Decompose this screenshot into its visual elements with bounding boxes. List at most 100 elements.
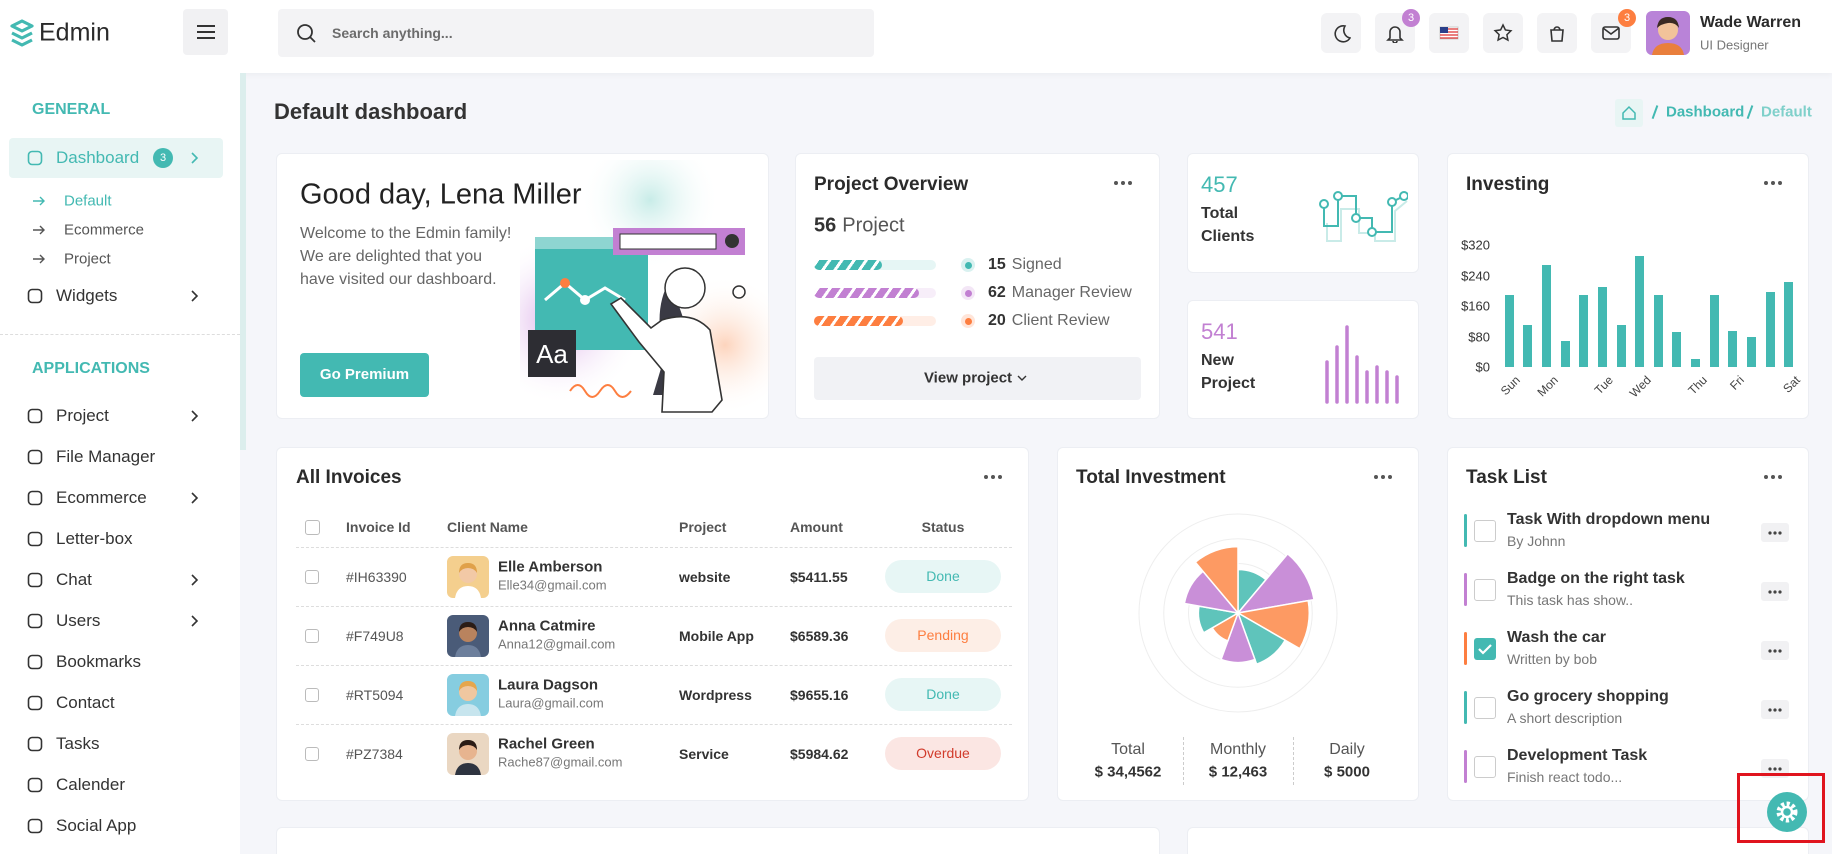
- chevron: [190, 492, 200, 504]
- y-tick-label: $160: [1461, 298, 1490, 314]
- nav-item[interactable]: Contact: [56, 693, 115, 712]
- task-color-bar: [1464, 573, 1467, 606]
- icon-part: [1773, 649, 1777, 653]
- hamburger-icon: [196, 24, 216, 40]
- icon-part: [1128, 181, 1132, 185]
- task-title: Task With dropdown menu: [1507, 511, 1711, 528]
- active-nav-highlight: [9, 138, 223, 178]
- nav-item[interactable]: File Manager: [56, 447, 156, 466]
- more-menu[interactable]: [1111, 177, 1135, 189]
- icon-part: [27, 654, 43, 670]
- icon-part: [33, 254, 45, 264]
- checkbox[interactable]: [305, 520, 320, 535]
- client-avatar: [447, 674, 489, 716]
- nav-item[interactable]: Social App: [56, 816, 137, 835]
- view-project-button[interactable]: [814, 357, 1141, 400]
- sidebar-scrollbar: [240, 73, 246, 450]
- task-subtitle: Finish react todo...: [1507, 769, 1623, 785]
- rose-segment: [1236, 611, 1287, 666]
- sub-nav-item[interactable]: Ecommerce: [64, 221, 145, 239]
- task-checkbox[interactable]: [1474, 579, 1496, 601]
- task-menu-dots: [1767, 766, 1783, 772]
- icon-part: [984, 475, 988, 479]
- icon-part: [27, 613, 43, 629]
- nav-item[interactable]: Dashboard: [56, 148, 140, 167]
- go-premium-button[interactable]: Go Premium: [300, 353, 429, 397]
- checkbox[interactable]: [305, 688, 319, 702]
- icon-part: [1773, 767, 1777, 771]
- breadcrumb-item[interactable]: Dashboard: [1666, 103, 1745, 121]
- nav-item[interactable]: Tasks: [56, 734, 100, 753]
- client-avatar: [447, 733, 489, 775]
- icon-part: [447, 556, 489, 598]
- icon-part: [1773, 531, 1777, 535]
- progress-fill: [814, 288, 919, 298]
- status-pill: Done: [885, 560, 1001, 593]
- nav-item[interactable]: Users: [56, 611, 101, 630]
- card: [276, 827, 1160, 854]
- nav-item[interactable]: Bookmarks: [56, 652, 142, 671]
- icon-part: [447, 733, 489, 775]
- icon-part: [1778, 181, 1782, 185]
- icon-part: [1776, 801, 1798, 823]
- icon-part: [459, 742, 477, 760]
- icon-part: [1326, 200, 1408, 242]
- more-menu[interactable]: [1761, 471, 1785, 483]
- task-checkbox[interactable]: [1474, 638, 1496, 660]
- icon-part: [1493, 23, 1513, 42]
- icon-part: [33, 225, 45, 235]
- icon-part: [1764, 181, 1782, 185]
- investment-stat-value: $ 12,463: [1208, 763, 1268, 781]
- invoice-id: #F749U8: [346, 628, 404, 644]
- checkbox[interactable]: [305, 747, 319, 761]
- card: [1187, 153, 1419, 273]
- nav-icon: [27, 818, 43, 834]
- nav-item[interactable]: Project: [56, 406, 109, 425]
- task-checkbox[interactable]: [1474, 756, 1496, 778]
- settings-button[interactable]: [1767, 792, 1807, 832]
- nav-item[interactable]: Calender: [56, 775, 125, 794]
- header-icon-button[interactable]: [1321, 13, 1361, 53]
- stat-value: 457: [1201, 172, 1238, 197]
- icon-part: [1440, 28, 1458, 39]
- checkbox[interactable]: [305, 629, 319, 643]
- bar: [1635, 256, 1645, 367]
- project-count-part: 56: [814, 214, 837, 237]
- nav-item[interactable]: Letter-box: [56, 529, 133, 548]
- task-checkbox[interactable]: [1474, 697, 1496, 719]
- header-icon-button[interactable]: [1537, 13, 1577, 53]
- nav-item[interactable]: Ecommerce: [56, 488, 147, 507]
- nav-icon: [27, 613, 43, 629]
- nav-icon: [27, 408, 43, 424]
- icon-part: [1602, 27, 1620, 35]
- task-title: Development Task: [1507, 747, 1648, 764]
- invoice-id: #RT5094: [346, 687, 404, 703]
- header-icon-button[interactable]: [1483, 13, 1523, 53]
- icon-part: [1493, 23, 1513, 42]
- sub-nav-item[interactable]: Default: [64, 192, 112, 210]
- icon-part: [725, 234, 739, 248]
- icon-part: [191, 410, 199, 422]
- icon-part: [197, 25, 215, 39]
- icon-part: [560, 278, 570, 288]
- header-icon: [1331, 23, 1351, 43]
- user-avatar[interactable]: [1646, 11, 1690, 55]
- sub-nav-item[interactable]: Project: [64, 250, 111, 268]
- more-menu[interactable]: [1371, 471, 1395, 483]
- task-checkbox[interactable]: [1474, 520, 1496, 542]
- column-header: Amount: [790, 519, 843, 535]
- progress-fill: [814, 316, 903, 326]
- task-color-bar: [1464, 750, 1467, 783]
- nav-item[interactable]: Widgets: [56, 286, 118, 305]
- more-menu[interactable]: [981, 471, 1005, 483]
- icon-part: [1333, 191, 1343, 201]
- search-box[interactable]: [278, 9, 874, 57]
- icon-part: [1351, 213, 1361, 223]
- checkbox[interactable]: [305, 570, 319, 584]
- breadcrumb-home[interactable]: [1615, 99, 1643, 127]
- icon-part: [1474, 638, 1496, 660]
- welcome-title: Good day, Lena Miller: [300, 178, 582, 211]
- nav-item[interactable]: Chat: [56, 570, 92, 589]
- icon-part: [1658, 20, 1678, 40]
- more-menu[interactable]: [1761, 177, 1785, 189]
